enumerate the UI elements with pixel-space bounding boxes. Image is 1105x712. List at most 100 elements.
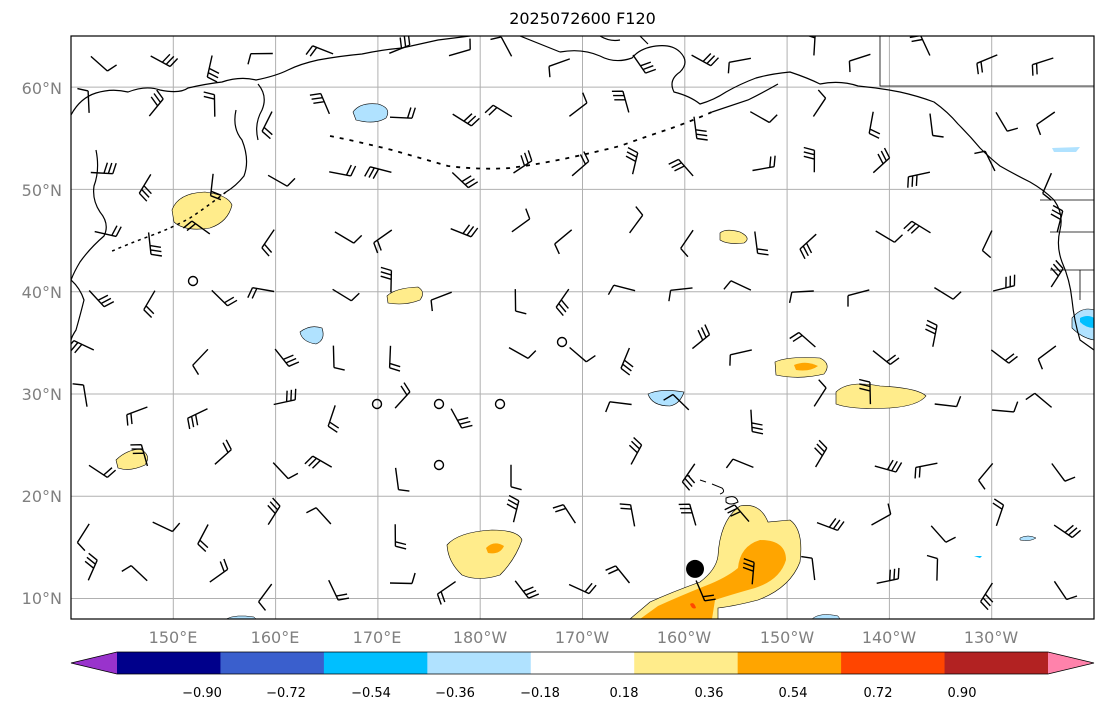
calm-wind-circle bbox=[494, 398, 506, 410]
lat-label: 10°N bbox=[22, 589, 62, 608]
wind-barb bbox=[192, 348, 209, 375]
colorbar bbox=[70, 651, 1095, 675]
wind-barb bbox=[907, 171, 931, 188]
colorbar-segment bbox=[944, 652, 1049, 674]
wind-barb bbox=[203, 91, 216, 117]
anomaly-negative-region bbox=[1052, 147, 1080, 152]
wind-barb bbox=[691, 324, 711, 350]
wind-barb bbox=[450, 408, 473, 429]
lon-label: 150°W bbox=[760, 628, 815, 647]
wind-barb bbox=[448, 38, 471, 57]
wind-barb bbox=[514, 580, 540, 599]
wind-barb bbox=[632, 54, 657, 74]
wind-barb bbox=[611, 90, 630, 113]
wind-barb bbox=[803, 146, 816, 173]
wind-barb bbox=[605, 401, 632, 413]
wind-barb bbox=[329, 164, 357, 177]
wind-barb bbox=[332, 288, 360, 302]
wind-barb bbox=[84, 552, 98, 581]
colorbar-tick-label: −0.90 bbox=[182, 686, 222, 701]
wind-barb bbox=[258, 583, 273, 611]
wind-barb bbox=[152, 521, 181, 533]
wind-barb bbox=[554, 229, 573, 255]
wind-barb bbox=[1042, 172, 1053, 201]
wind-barb bbox=[267, 174, 296, 187]
wind-barb bbox=[88, 464, 117, 478]
latitude-labels: 10°N 20°N 30°N 40°N 50°N 60°N bbox=[22, 79, 62, 608]
colorbar-tick-label: 0.90 bbox=[948, 686, 977, 701]
wind-barb bbox=[926, 554, 939, 581]
wind-barb bbox=[272, 462, 299, 480]
wind-barb bbox=[452, 113, 480, 127]
coastline-alaska-north bbox=[519, 36, 649, 53]
anomaly-negative-region bbox=[225, 615, 257, 619]
wind-barb bbox=[90, 162, 117, 175]
wind-barb bbox=[206, 55, 220, 83]
anomaly-negative-region bbox=[811, 614, 841, 619]
wind-barb bbox=[197, 524, 209, 553]
wind-barb bbox=[625, 146, 639, 175]
wind-barb bbox=[148, 89, 164, 117]
calm-wind-circle bbox=[433, 459, 445, 471]
wind-barb bbox=[1050, 204, 1064, 233]
colorbar-tick-label: 0.72 bbox=[864, 686, 893, 701]
wind-barb bbox=[389, 572, 416, 585]
wind-barb bbox=[389, 36, 411, 54]
wind-barb bbox=[681, 463, 696, 491]
lon-label: 150°E bbox=[149, 628, 198, 647]
colorbar-tick-label: −0.18 bbox=[520, 686, 560, 701]
wind-barb bbox=[872, 147, 891, 174]
wind-barb bbox=[147, 232, 163, 257]
wind-barb bbox=[980, 582, 994, 611]
coastlines bbox=[71, 36, 1094, 505]
lon-label: 160°W bbox=[657, 628, 712, 647]
coastline-sakhalin bbox=[71, 149, 107, 281]
wind-barb bbox=[992, 274, 1016, 292]
wind-barb bbox=[211, 289, 238, 307]
wind-barb bbox=[548, 58, 571, 78]
wind-barb bbox=[571, 151, 590, 177]
wind-barb bbox=[88, 290, 115, 308]
wind-barb bbox=[914, 462, 938, 479]
wind-barb bbox=[801, 555, 816, 581]
anomaly-positive-region bbox=[835, 383, 927, 409]
wind-barb bbox=[214, 439, 232, 465]
wind-barb bbox=[209, 558, 229, 583]
wind-barb bbox=[629, 206, 644, 234]
lon-label: 160°E bbox=[251, 628, 300, 647]
wind-barb bbox=[569, 346, 596, 363]
wind-barb bbox=[364, 166, 392, 179]
wind-barb bbox=[981, 230, 993, 259]
wind-barb bbox=[304, 455, 333, 469]
colorbar-tick-label: 0.36 bbox=[695, 686, 724, 701]
map-title: 2025072600 F120 bbox=[509, 9, 656, 28]
wind-barb bbox=[90, 55, 117, 72]
wind-barb bbox=[274, 348, 300, 367]
map-frame bbox=[70, 35, 1095, 620]
wind-barb bbox=[749, 111, 778, 124]
wind-barb bbox=[247, 287, 275, 299]
wind-barb bbox=[334, 231, 363, 244]
wind-barb bbox=[484, 104, 513, 118]
wind-barb bbox=[389, 107, 416, 119]
colorbar-tick-label: 0.18 bbox=[610, 686, 639, 701]
wind-barb bbox=[868, 111, 881, 139]
wind-barb bbox=[430, 291, 452, 312]
anomaly-positive-region bbox=[719, 229, 748, 244]
wind-barb bbox=[373, 229, 393, 254]
anomaly-positive-region bbox=[640, 540, 786, 619]
wind-barb bbox=[327, 405, 340, 433]
wind-barb bbox=[261, 111, 273, 140]
coastline-alaska-peninsula bbox=[711, 83, 779, 113]
wind-barb bbox=[513, 150, 533, 174]
wind-barb bbox=[678, 503, 697, 526]
wind-barb bbox=[267, 497, 281, 525]
coastline-japan bbox=[71, 279, 85, 341]
lat-label: 40°N bbox=[22, 283, 62, 302]
wind-barb bbox=[695, 580, 716, 602]
anomaly-positive-region bbox=[386, 286, 423, 305]
wind-barbs bbox=[71, 36, 1082, 611]
calm-wind-markers bbox=[187, 275, 568, 471]
wind-barb bbox=[1025, 392, 1053, 408]
